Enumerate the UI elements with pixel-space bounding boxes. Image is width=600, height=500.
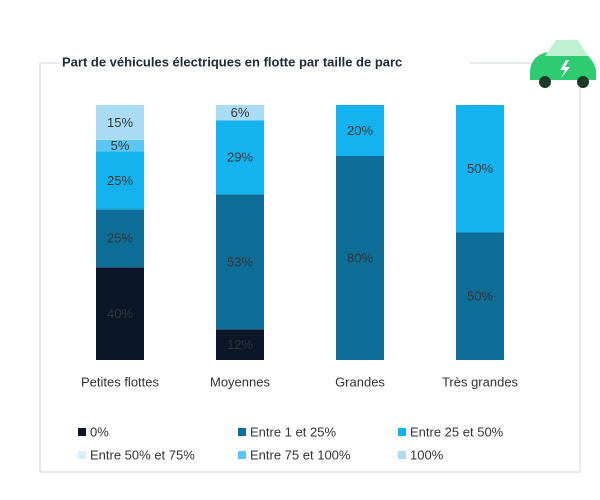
legend-label: Entre 25 et 50% xyxy=(410,424,504,439)
legend-swatch xyxy=(398,428,406,436)
data-label: 50% xyxy=(467,161,493,176)
x-tick-label: Moyennes xyxy=(210,374,270,389)
bar-segment xyxy=(216,194,264,330)
legend-swatch xyxy=(238,451,246,459)
legend-label: 100% xyxy=(410,447,444,462)
bar-segment xyxy=(336,156,384,360)
bar-segment xyxy=(96,151,144,210)
bar-segment xyxy=(216,105,264,121)
legend-swatch xyxy=(398,451,406,459)
bar-segment xyxy=(96,139,144,152)
car-icon xyxy=(530,40,596,88)
x-tick-label: Petites flottes xyxy=(81,374,160,389)
bar-segment xyxy=(216,120,264,195)
x-tick-label: Très grandes xyxy=(442,374,519,389)
data-label: 25% xyxy=(107,231,133,246)
chart-title: Part de véhicules électriques en flotte … xyxy=(62,54,402,69)
data-label: 20% xyxy=(347,123,373,138)
legend-label: Entre 75 et 100% xyxy=(250,447,351,462)
legend-swatch xyxy=(78,451,86,459)
data-label: 5% xyxy=(111,138,130,153)
legend-label: Entre 50% et 75% xyxy=(90,447,195,462)
data-label: 53% xyxy=(227,254,253,269)
bar-segment xyxy=(456,232,504,360)
bar-segment xyxy=(216,329,264,360)
data-label: 80% xyxy=(347,250,373,265)
data-label: 50% xyxy=(467,289,493,304)
legend-swatch xyxy=(78,428,86,436)
bar-segment xyxy=(96,105,144,140)
bar-segment xyxy=(336,105,384,156)
x-tick-label: Grandes xyxy=(335,374,385,389)
data-label: 12% xyxy=(227,337,253,352)
legend-swatch xyxy=(238,428,246,436)
data-label: 15% xyxy=(107,115,133,130)
data-label: 6% xyxy=(231,105,250,120)
bar-segment xyxy=(96,209,144,268)
bar-segment xyxy=(456,105,504,233)
bar-segment xyxy=(96,267,144,360)
data-label: 25% xyxy=(107,173,133,188)
data-label: 29% xyxy=(227,150,253,165)
legend-label: Entre 1 et 25% xyxy=(250,424,336,439)
legend-label: 0% xyxy=(90,424,109,439)
data-label: 40% xyxy=(107,306,133,321)
